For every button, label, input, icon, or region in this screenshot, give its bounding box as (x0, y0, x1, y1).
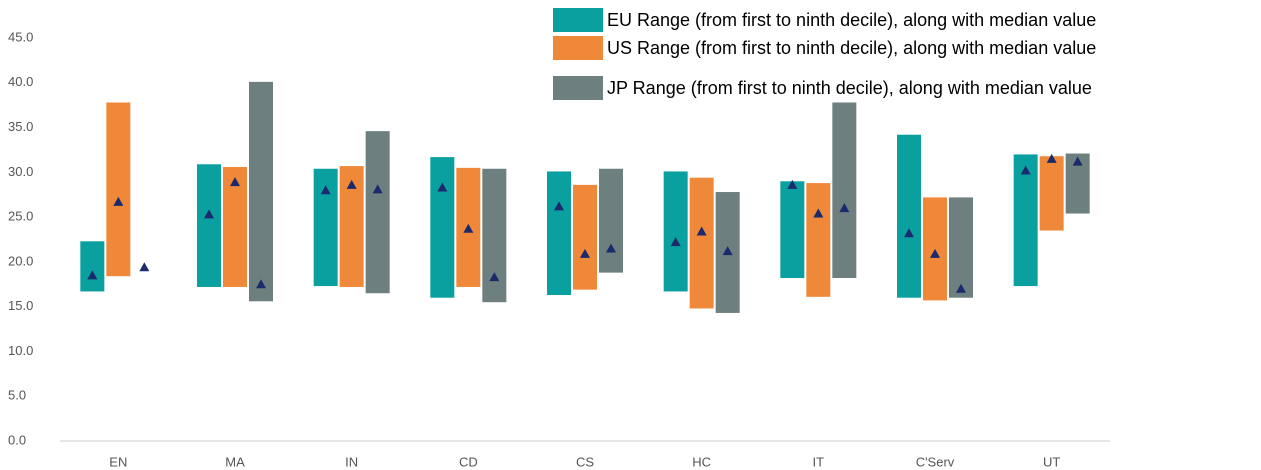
median-marker (904, 228, 914, 238)
median-marker (813, 208, 824, 218)
median-marker (1046, 153, 1057, 163)
range-bar (223, 166, 247, 287)
y-tick-label: 15.0 (8, 298, 33, 313)
median-marker (346, 179, 357, 189)
range-bar (1039, 156, 1064, 231)
range-bar (1013, 154, 1038, 287)
median-marker (580, 248, 590, 258)
range-bar (573, 184, 597, 290)
y-tick-label: 10.0 (8, 343, 33, 358)
range-bar (780, 181, 805, 279)
median-marker (696, 226, 707, 236)
legend-swatch (553, 76, 603, 100)
y-tick-label: 40.0 (8, 74, 33, 89)
x-tick-label: C'Serv (916, 454, 955, 469)
y-tick-label: 0.0 (8, 432, 26, 447)
range-bar (897, 134, 921, 298)
x-tick-label: MA (225, 454, 245, 469)
median-marker (956, 283, 966, 293)
median-marker (256, 279, 266, 289)
x-tick-label: HC (692, 454, 711, 469)
x-tick-label: IN (345, 454, 358, 469)
y-tick-label: 20.0 (8, 253, 33, 268)
legend-label: US Range (from first to ninth decile), a… (607, 38, 1096, 58)
median-marker (554, 201, 564, 211)
median-marker (722, 246, 733, 256)
legend-label: EU Range (from first to ninth decile), a… (607, 10, 1096, 30)
median-marker (204, 209, 214, 219)
y-tick-label: 25.0 (8, 209, 33, 224)
median-marker (670, 237, 681, 247)
median-marker (787, 179, 798, 189)
median-marker (1072, 156, 1083, 166)
legend-swatch (553, 8, 603, 32)
range-bar (430, 157, 455, 298)
range-bar (106, 102, 131, 277)
median-marker (489, 272, 500, 282)
range-bar (482, 168, 507, 303)
range-bar (949, 197, 973, 298)
median-marker (230, 177, 240, 187)
x-tick-label: EN (109, 454, 127, 469)
median-marker (87, 270, 98, 280)
range-bar (197, 164, 221, 287)
legend-swatch (553, 36, 603, 60)
y-tick-label: 30.0 (8, 164, 33, 179)
median-marker (1020, 165, 1031, 175)
range-bar (365, 131, 390, 294)
median-marker (839, 203, 850, 213)
median-marker (320, 185, 331, 195)
range-bar (547, 171, 571, 296)
range-bar (689, 177, 714, 309)
x-tick-label: UT (1043, 454, 1060, 469)
range-bar (663, 171, 688, 292)
range-bar (599, 168, 623, 273)
median-marker (372, 184, 383, 194)
x-tick-label: CD (459, 454, 478, 469)
median-marker (113, 196, 124, 206)
y-tick-label: 45.0 (8, 29, 33, 44)
legend-label: JP Range (from first to ninth decile), a… (607, 78, 1092, 98)
range-bar (249, 81, 273, 302)
y-tick-label: 35.0 (8, 119, 33, 134)
y-tick-label: 5.0 (8, 388, 26, 403)
range-bar (806, 183, 831, 297)
median-marker (463, 223, 474, 233)
range-bar (80, 241, 105, 292)
median-marker (606, 243, 616, 253)
median-marker (930, 248, 940, 258)
median-marker (139, 262, 150, 272)
x-tick-label: IT (813, 454, 825, 469)
median-marker (437, 182, 448, 192)
x-tick-label: CS (576, 454, 594, 469)
range-bar (832, 102, 857, 279)
